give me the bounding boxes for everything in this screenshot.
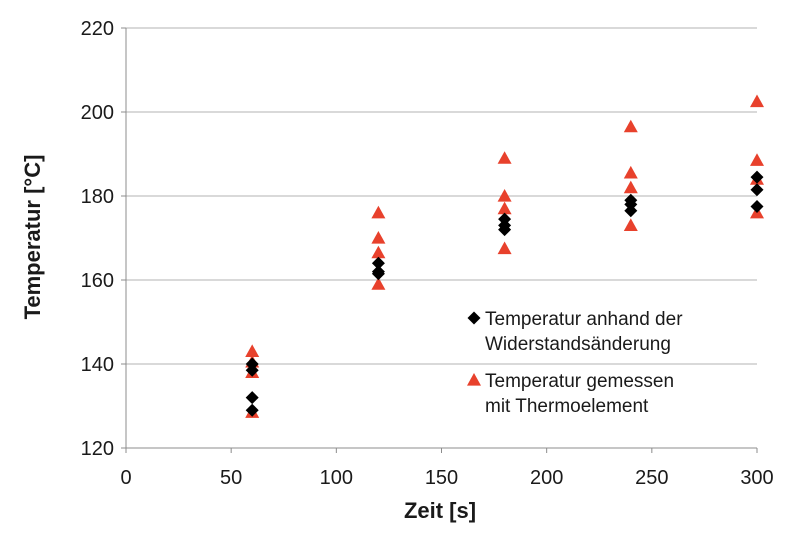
x-axis-title: Zeit [s] [404, 498, 476, 523]
triangle-point [497, 151, 512, 164]
triangle-point [623, 119, 638, 133]
triangle-point [497, 201, 512, 215]
x-tick-labels: 0 50 100 150 200 250 300 [120, 467, 773, 489]
triangle-point [371, 231, 386, 244]
y-tick-label: 160 [81, 270, 114, 292]
legend-triangle-marker [467, 373, 481, 386]
legend-diamond-marker [467, 311, 481, 325]
triangle-point [750, 153, 764, 166]
diamond-point [245, 363, 259, 377]
diamond-point [750, 170, 764, 184]
x-tick-label: 50 [220, 467, 242, 489]
triangle-point [371, 245, 386, 259]
diamond-point [371, 267, 385, 281]
triangle-point [371, 205, 386, 219]
triangle-point [623, 165, 638, 179]
legend: Temperatur anhand der Widerstandsänderung… [467, 309, 683, 417]
diamond-point [245, 403, 259, 417]
axes [121, 27, 758, 453]
diamond-point [624, 204, 638, 218]
diamond-point [371, 256, 385, 270]
y-axis-title: Temperatur [°C] [20, 155, 45, 320]
diamond-point [750, 183, 764, 197]
triangle-point [497, 189, 512, 202]
triangle-point [623, 180, 638, 194]
triangle-point [623, 218, 638, 231]
diamond-point [498, 223, 512, 237]
x-tick-label: 100 [320, 467, 353, 489]
y-tick-label: 180 [81, 186, 114, 208]
x-tick-label: 250 [635, 467, 668, 489]
triangle-point [371, 277, 386, 290]
y-tick-label: 220 [81, 18, 114, 40]
triangle-point [497, 241, 512, 255]
x-tick-label: 200 [530, 467, 563, 489]
x-tick-label: 300 [740, 467, 773, 489]
y-tick-label: 200 [81, 102, 114, 124]
triangle-point [245, 344, 260, 357]
legend-label: Temperatur gemessen [485, 371, 674, 392]
grid-lines [126, 27, 757, 365]
triangle-point [750, 94, 764, 108]
data-points [245, 94, 764, 418]
y-tick-labels: 120 140 160 180 200 220 [81, 18, 114, 460]
x-tick-label: 150 [425, 467, 458, 489]
legend-label: mit Thermoelement [485, 396, 649, 417]
y-tick-label: 140 [81, 354, 114, 376]
legend-label: Widerstandsänderung [485, 334, 671, 355]
y-tick-label: 120 [81, 438, 114, 460]
x-tick-label: 0 [120, 467, 131, 489]
diamond-point [245, 391, 259, 405]
legend-label: Temperatur anhand der [485, 309, 683, 330]
diamond-point [750, 200, 764, 213]
